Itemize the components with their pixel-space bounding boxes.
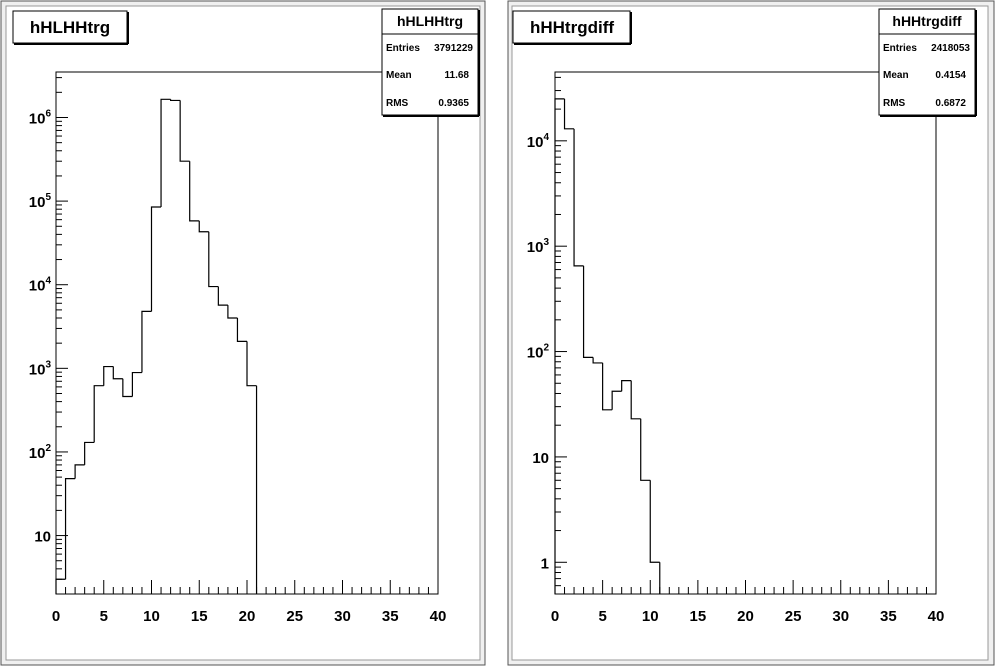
stats-entries-value: 2418053 xyxy=(931,43,970,54)
histogram-bin xyxy=(150,206,162,312)
y-tick-label: 103 xyxy=(29,359,52,378)
x-tick-label: 35 xyxy=(382,608,399,625)
y-tick-label: 105 xyxy=(29,192,52,211)
histogram-bin xyxy=(246,341,257,387)
histogram-bin xyxy=(93,385,104,443)
stats-entries-value: 3791229 xyxy=(434,43,473,54)
stats-rms-label: RMS xyxy=(386,98,409,109)
histogram-bin xyxy=(649,480,660,563)
histogram-bin xyxy=(554,98,565,594)
y-axis: 1 10 102 103 104 xyxy=(527,76,567,595)
x-tick-label: 15 xyxy=(191,608,208,625)
plot-frame xyxy=(554,71,937,595)
stats-rms-value: 0.6872 xyxy=(935,98,966,109)
y-tick-label: 104 xyxy=(29,276,52,295)
title-box: hHLHHtrg xyxy=(12,10,129,45)
histogram-bin xyxy=(179,100,190,162)
stats-mean-label: Mean xyxy=(883,70,909,81)
x-axis: 0 5 10 15 20 25 30 35 40 xyxy=(551,580,945,625)
histogram-bin xyxy=(640,418,651,481)
stats-name: hHHtrgdiff xyxy=(892,13,962,29)
stats-box: hHLHHtrg Entries 3791229 Mean 11.68 RMS … xyxy=(381,8,480,117)
stats-entries-label: Entries xyxy=(386,43,420,54)
x-tick-label: 20 xyxy=(737,608,754,625)
stats-mean-value: 0.4154 xyxy=(935,70,966,81)
histogram-bin xyxy=(112,366,123,380)
x-tick-label: 30 xyxy=(334,608,351,625)
histogram-bin xyxy=(602,362,613,411)
y-tick-label: 103 xyxy=(527,237,550,256)
x-axis: 0 5 10 15 20 25 30 35 40 xyxy=(52,580,447,625)
histogram-title: hHHtrgdiff xyxy=(530,18,614,37)
x-tick-label: 15 xyxy=(690,608,707,625)
histogram-bin xyxy=(208,231,219,288)
stats-box: hHHtrgdiff Entries 2418053 Mean 0.4154 R… xyxy=(878,8,977,117)
histogram-bin xyxy=(621,380,632,392)
title-box: hHHtrgdiff xyxy=(512,10,632,45)
y-axis: 10 102 103 104 105 106 xyxy=(29,77,68,595)
y-tick-label: 102 xyxy=(29,443,52,462)
histogram-bin xyxy=(170,99,181,102)
histogram-bin xyxy=(236,317,247,342)
histogram-bin xyxy=(74,464,85,479)
stats-mean-value: 11.68 xyxy=(445,70,470,81)
histogram-bin xyxy=(160,98,171,208)
histogram-bin xyxy=(611,390,622,410)
y-tick-label: 10 xyxy=(34,529,51,546)
histogram-bin xyxy=(198,220,209,233)
x-tick-label: 25 xyxy=(785,608,802,625)
histogram-bin xyxy=(227,305,238,319)
histogram-bin xyxy=(563,98,575,130)
histogram-bin xyxy=(592,357,603,364)
x-tick-label: 0 xyxy=(551,608,559,625)
histogram-bin xyxy=(64,477,76,580)
x-tick-label: 10 xyxy=(642,608,659,625)
x-tick-label: 20 xyxy=(239,608,256,625)
x-tick-label: 40 xyxy=(928,608,945,625)
stats-rms-value: 0.9365 xyxy=(438,98,469,109)
histogram-bin xyxy=(131,371,142,397)
histogram-bin xyxy=(84,441,95,465)
y-tick-label: 106 xyxy=(29,108,52,127)
x-tick-label: 5 xyxy=(598,608,606,625)
stats-entries-label: Entries xyxy=(883,43,917,54)
y-tick-label: 102 xyxy=(527,343,550,362)
histogram-bin xyxy=(122,378,133,398)
histogram-bin xyxy=(189,161,200,222)
pad-hHHtrgdiff: 0 5 10 15 20 25 30 35 40 1 10 102 103 104 hHHtrgdiff… xyxy=(507,0,995,666)
x-tick-label: 5 xyxy=(100,608,108,625)
histogram-bin xyxy=(55,578,66,594)
histogram-bin xyxy=(141,310,152,373)
plot-frame xyxy=(55,71,439,595)
histogram-bin xyxy=(103,365,114,386)
histogram-bin xyxy=(630,380,641,420)
x-tick-label: 10 xyxy=(143,608,160,625)
x-tick-label: 25 xyxy=(286,608,303,625)
y-tick-label: 10 xyxy=(532,450,549,467)
x-tick-label: 0 xyxy=(52,608,60,625)
y-tick-label: 1 xyxy=(541,555,549,572)
histogram-bin xyxy=(582,265,594,359)
stats-mean-label: Mean xyxy=(386,70,412,81)
x-tick-label: 30 xyxy=(832,608,849,625)
histogram-title: hHLHHtrg xyxy=(30,18,110,37)
x-tick-label: 35 xyxy=(880,608,897,625)
pad-hHLHHtrg: 0 5 10 15 20 25 30 35 40 10 102 103 104 105 106 hHLHH… xyxy=(0,0,486,666)
stats-rms-label: RMS xyxy=(883,98,906,109)
x-tick-label: 40 xyxy=(430,608,447,625)
histogram-bins xyxy=(55,98,258,594)
stats-name: hHLHHtrg xyxy=(397,13,463,29)
histogram-bin xyxy=(217,286,228,306)
histogram-bins xyxy=(554,98,661,594)
histogram-bin xyxy=(573,128,584,267)
y-tick-label: 104 xyxy=(527,132,550,151)
